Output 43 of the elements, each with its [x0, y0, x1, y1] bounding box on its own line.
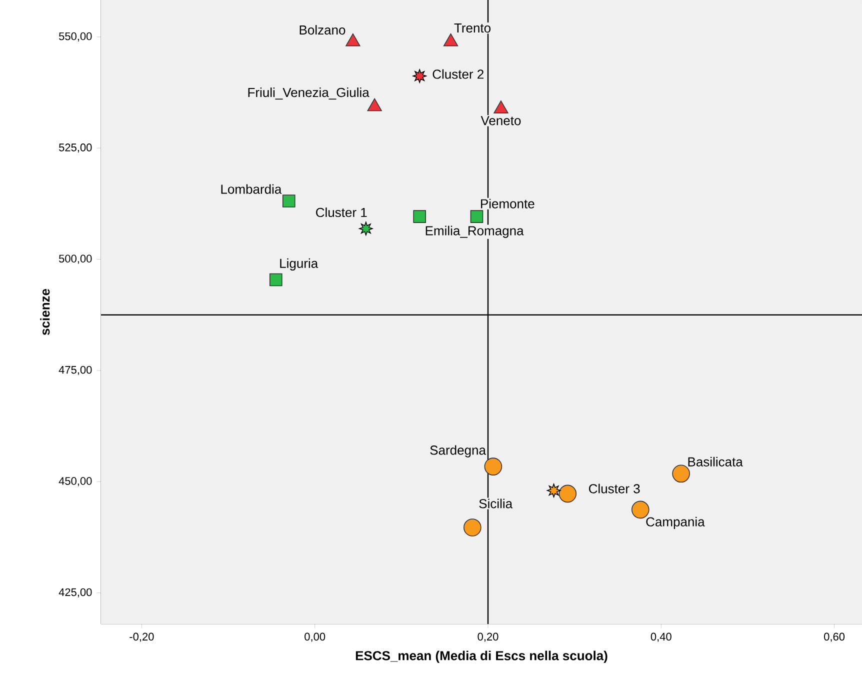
annotation: Lombardia — [221, 184, 282, 194]
series-label: Cluster 1 — [316, 208, 367, 218]
point — [546, 484, 561, 498]
x-tick-label: 0,20 — [478, 632, 498, 642]
point — [282, 194, 296, 208]
annotation: Veneto — [480, 116, 521, 126]
point — [412, 69, 427, 83]
annotation: Bolzano — [300, 25, 346, 35]
point — [413, 210, 426, 223]
point — [359, 222, 373, 236]
y-tick-label: 450,00 — [58, 477, 92, 486]
y-axis-title: scienze — [40, 288, 50, 336]
point — [484, 458, 502, 476]
point — [494, 100, 508, 114]
x-tick-label: -0,20 — [130, 632, 154, 642]
x-axis-title: ESCS_mean (Media di Escs nella scuola) — [356, 650, 608, 663]
point — [558, 484, 577, 503]
annotation: Basilicata — [688, 456, 743, 466]
series-label: Cluster 2 — [432, 69, 484, 79]
point — [672, 464, 690, 483]
point — [346, 33, 360, 46]
y-tick-label: 500,00 — [59, 254, 92, 264]
annotation: Trento — [454, 24, 491, 33]
x-tick-label: 0,60 — [824, 632, 845, 642]
annotation: Sardegna — [430, 445, 486, 458]
annotation: Campania — [646, 516, 705, 529]
x-tick-label: 0,00 — [304, 632, 326, 642]
text: Cluster 3 — [588, 484, 640, 494]
y-tick-label: 550,00 — [59, 32, 92, 42]
point — [470, 210, 484, 223]
point — [367, 98, 382, 112]
point — [269, 273, 282, 286]
annotation: Friuli_Venezia_Giulia — [248, 88, 370, 100]
annotation: Liguria — [280, 258, 318, 271]
annotation: Piemonte — [481, 198, 534, 208]
annotation: Emilia_Romagna — [426, 226, 524, 238]
y-tick-label: 525,00 — [59, 144, 92, 153]
y-tick-label: 425,00 — [58, 588, 92, 598]
point — [443, 33, 458, 46]
y-tick-label: 475,00 — [58, 366, 92, 376]
annotation: Sicilia — [479, 498, 513, 508]
point — [464, 518, 482, 536]
x-tick-label: 0,40 — [650, 632, 672, 642]
